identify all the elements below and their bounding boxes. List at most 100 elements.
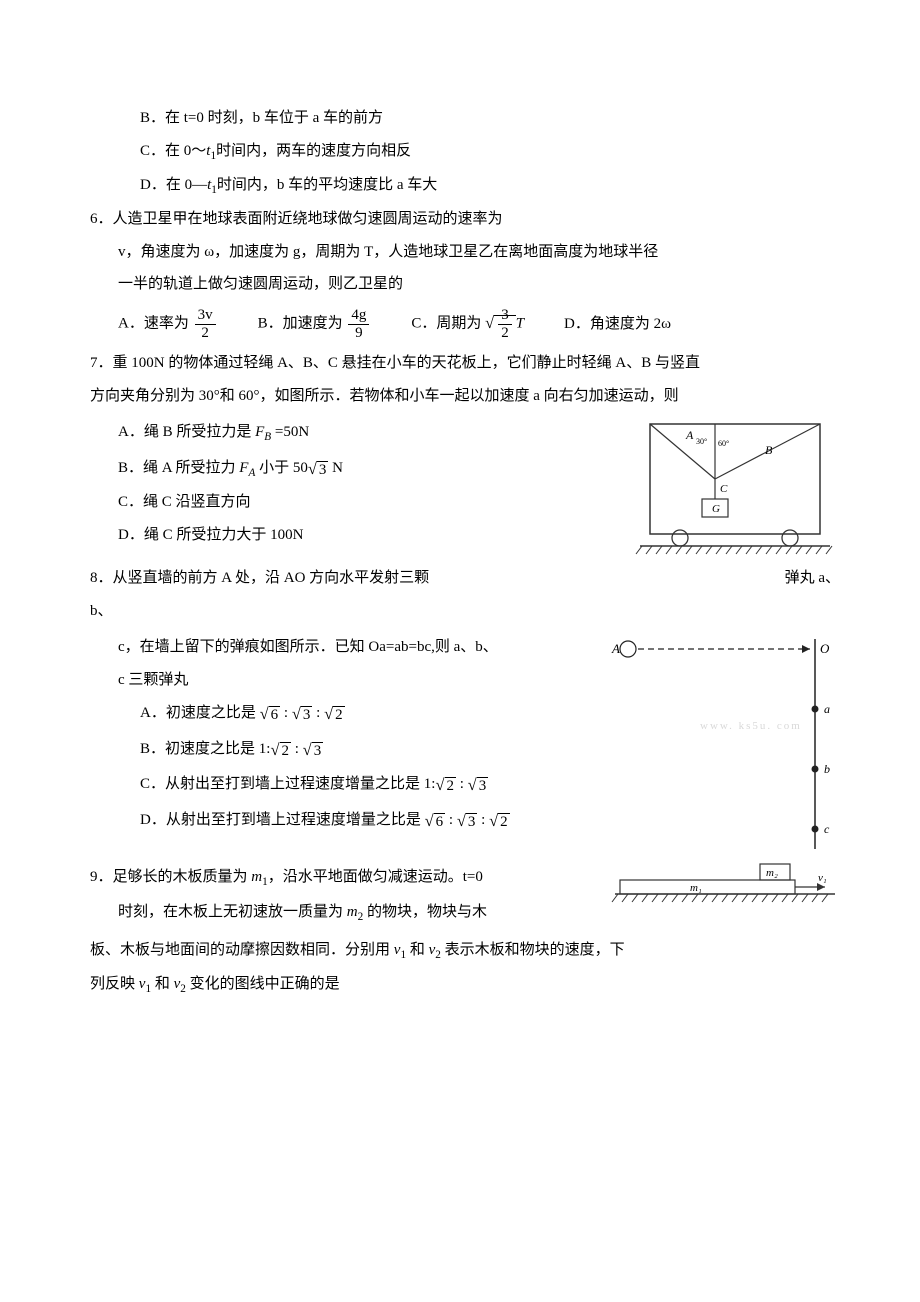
q8-c-r0: 2 (445, 777, 457, 794)
q6-c-num: 3 (498, 307, 512, 325)
q6-a-frac: 3v 2 (195, 307, 216, 341)
q8-fig-a-label: A (611, 641, 620, 656)
q6-option-d: D．角速度为 2ω (564, 310, 671, 339)
q9-stem-line4: 列反映 v1 和 v2 变化的图线中正确的是 (90, 970, 840, 1000)
q8-a-r0: 6 (269, 706, 281, 723)
q8-stem-line3: c 三颗弹丸 (90, 666, 600, 695)
q9-s2-m2: m (347, 904, 358, 920)
q9-s3-post: 表示木板和物块的速度，下 (441, 942, 625, 958)
q9-stem-line3: 板、木板与地面间的动摩擦因数相同．分别用 v1 和 v2 表示木板和物块的速度，… (90, 936, 840, 966)
q9-row: 9．足够长的木板质量为 m1，沿水平地面做匀减速运动。t=0 时刻，在木板上无初… (90, 859, 840, 932)
q8-body-row: c，在墙上留下的弹痕如图所示．已知 Oa=ab=bc,则 a、b、 c 三颗弹丸… (90, 629, 840, 859)
q9-fig-m1: m₁ (690, 882, 702, 894)
q9-s1-post: ，沿水平地面做匀减速运动。t=0 (268, 869, 483, 885)
q7-fig-a: A (685, 428, 694, 442)
q5-d-pre: D．在 0— (140, 177, 207, 193)
q7-fig-g: G (712, 503, 720, 515)
q8-option-d: D．从射出至打到墙上过程速度增量之比是 √6 : √3 : √2 (90, 805, 600, 837)
q5-d-post: 时间内，b 车的平均速度比 a 车大 (217, 177, 437, 193)
q7-option-c: C．绳 C 沿竖直方向 (90, 488, 630, 517)
q8-c-r1: 3 (477, 777, 489, 794)
q6-c-label: C．周期为 (411, 315, 481, 331)
q8-fig-o-label: O (820, 641, 830, 656)
q8-d-r0: 6 (434, 813, 446, 830)
q6-c-sqrt: √32 (485, 307, 516, 342)
q8-b-r0: 2 (280, 742, 292, 759)
q8-b-label: B．初速度之比是 1: (140, 741, 270, 757)
q8-fig-watermark: www. ks5u. com (700, 720, 802, 732)
q6-a-num: 3v (195, 307, 216, 325)
q8-fig-pt-a: a (824, 702, 830, 716)
q6-stem-line3: 一半的轨道上做匀速圆周运动，则乙卫星的 (90, 270, 840, 299)
q6-stem-line2: v，角速度为 ω，加速度为 g，周期为 T，人造地球卫星乙在离地面高度为地球半径 (90, 238, 840, 267)
q7-stem-line2: 方向夹角分别为 30°和 60°，如图所示．若物体和小车一起以加速度 a 向右匀… (90, 382, 840, 411)
q6-a-label: A．速率为 (118, 315, 189, 331)
q6-b-num: 4g (348, 307, 369, 325)
q9-fig-v1: v₁ (818, 872, 827, 884)
q6-stem-line1: 6．人造卫星甲在地球表面附近绕地球做匀速圆周运动的速率为 (90, 205, 840, 234)
q7-fig-ang2: 60° (718, 439, 729, 448)
q6-b-frac: 4g 9 (348, 307, 369, 341)
q7-fig-b: B (765, 443, 773, 457)
q6-c-t: T (516, 315, 524, 331)
q7-b-mid: 小于 50 (255, 460, 308, 476)
q6-b-label: B．加速度为 (258, 315, 343, 331)
q6-option-c: C．周期为 √32 T (411, 307, 524, 342)
q7-body-row: A．绳 B 所受拉力是 FB =50N B．绳 A 所受拉力 FA 小于 50√… (90, 414, 840, 564)
q9-s4-post: 变化的图线中正确的是 (186, 976, 340, 992)
q9-fig-m2: m₂ (766, 867, 778, 879)
q9-stem-line1: 9．足够长的木板质量为 m1，沿水平地面做匀减速运动。t=0 (90, 863, 610, 893)
q7-b-end: N (328, 460, 343, 476)
q8-option-a: A．初速度之比是 √6 : √3 : √2 (90, 698, 600, 730)
q8-a-label: A．初速度之比是 (140, 706, 260, 722)
q8-a-r1: 3 (301, 706, 313, 723)
q9-s1-m1: m (251, 869, 262, 885)
q5-option-c: C．在 0～t1时间内，两车的速度方向相反 (90, 137, 840, 167)
q8-option-b: B．初速度之比是 1:√2 : √3 (90, 734, 600, 766)
q6-option-b: B．加速度为 4g 9 (258, 307, 372, 341)
q8-fig-pt-c: c (824, 822, 830, 836)
q6-options-row: A．速率为 3v 2 B．加速度为 4g 9 C．周期为 √32 T D．角速度… (118, 307, 840, 342)
q7-fig-c: C (720, 483, 728, 495)
q6-a-den: 2 (195, 325, 216, 342)
q7-stem-line1: 7．重 100N 的物体通过轻绳 A、B、C 悬挂在小车的天花板上，它们静止时轻… (90, 349, 840, 378)
q8-d-r1: 3 (466, 813, 478, 830)
q7-figure: G A B C 30° 60° (630, 414, 840, 564)
q5-c-post: 时间内，两车的速度方向相反 (216, 143, 411, 159)
q8-stem1b: b、 (90, 597, 840, 626)
q6-option-a: A．速率为 3v 2 (118, 307, 218, 341)
q8-stem1-post: 弹丸 a、 (785, 564, 840, 593)
q7-a-post: =50N (271, 424, 309, 440)
q7-a-f: F (255, 424, 264, 440)
q8-option-c: C．从射出至打到墙上过程速度增量之比是 1:√2 : √3 (90, 769, 600, 801)
q9-figure: m₂ m₁ v₁ (610, 859, 840, 914)
q8-d-r2: 2 (498, 813, 510, 830)
q7-a-pre: A．绳 B 所受拉力是 (118, 424, 255, 440)
q8-a-r2: 2 (333, 706, 345, 723)
q7-option-b: B．绳 A 所受拉力 FA 小于 50√3 N (90, 453, 630, 485)
q7-b-sqrt-body: 3 (317, 461, 329, 478)
q7-b-sqrt: √3 (308, 453, 329, 485)
q5-option-d: D．在 0—t1时间内，b 车的平均速度比 a 车大 (90, 171, 840, 201)
q7-option-a: A．绳 B 所受拉力是 FB =50N (90, 418, 630, 448)
q6-c-den: 2 (498, 325, 512, 342)
q5-c-pre: C．在 0～ (140, 143, 206, 159)
q7-b-pre: B．绳 A 所受拉力 (118, 460, 239, 476)
q9-s4-pre: 列反映 (90, 976, 139, 992)
q8-d-label: D．从射出至打到墙上过程速度增量之比是 (140, 812, 425, 828)
q9-stem-line2: 时刻，在木板上无初速放一质量为 m2 的物块，物块与木 (90, 898, 610, 928)
q8-c-label: C．从射出至打到墙上过程速度增量之比是 1: (140, 777, 435, 793)
q9-s1-pre: 9．足够长的木板质量为 (90, 869, 251, 885)
q8-figure: A O a b c www. ks5u. com (600, 629, 840, 859)
q9-s4-mid: 和 (151, 976, 174, 992)
q6-b-den: 9 (348, 325, 369, 342)
q8-fig-pt-b: b (824, 762, 830, 776)
q8-stem1-pre: 8．从竖直墙的前方 A 处，沿 AO 方向水平发射三颗 (90, 570, 429, 586)
q9-s2-pre: 时刻，在木板上无初速放一质量为 (118, 904, 347, 920)
q7-fig-ang1: 30° (696, 437, 707, 446)
q8-stem-row1: 8．从竖直墙的前方 A 处，沿 AO 方向水平发射三颗 弹丸 a、 (90, 564, 840, 593)
q9-s2-post: 的物块，物块与木 (363, 904, 487, 920)
q8-b-r1: 3 (312, 742, 324, 759)
q5-option-b: B．在 t=0 时刻，b 车位于 a 车的前方 (90, 104, 840, 133)
q8-stem-line2: c，在墙上留下的弹痕如图所示．已知 Oa=ab=bc,则 a、b、 (90, 633, 600, 662)
